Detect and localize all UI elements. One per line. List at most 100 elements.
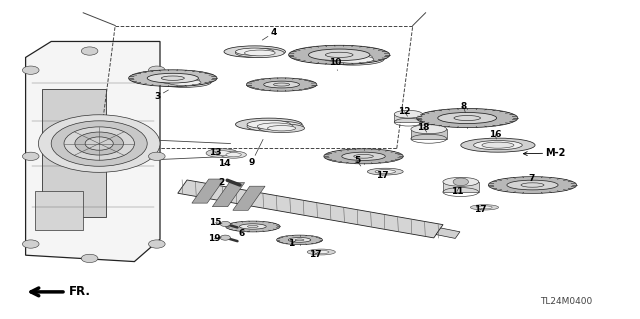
Ellipse shape bbox=[157, 77, 211, 87]
Text: 2: 2 bbox=[218, 178, 228, 187]
Ellipse shape bbox=[147, 74, 211, 86]
Ellipse shape bbox=[206, 149, 238, 158]
Ellipse shape bbox=[438, 113, 497, 123]
Circle shape bbox=[220, 235, 230, 240]
Ellipse shape bbox=[159, 77, 200, 84]
Ellipse shape bbox=[239, 224, 266, 229]
Ellipse shape bbox=[161, 76, 184, 80]
Ellipse shape bbox=[288, 238, 311, 242]
Text: 9: 9 bbox=[248, 139, 263, 167]
Ellipse shape bbox=[521, 183, 544, 187]
Circle shape bbox=[220, 221, 230, 226]
Ellipse shape bbox=[244, 50, 275, 56]
Text: 17: 17 bbox=[474, 205, 486, 214]
Ellipse shape bbox=[64, 127, 134, 160]
Text: 17: 17 bbox=[376, 171, 389, 180]
Ellipse shape bbox=[333, 56, 374, 63]
Ellipse shape bbox=[470, 205, 499, 210]
FancyBboxPatch shape bbox=[35, 191, 83, 230]
Polygon shape bbox=[443, 182, 479, 192]
Polygon shape bbox=[192, 179, 224, 203]
Ellipse shape bbox=[394, 110, 422, 118]
Ellipse shape bbox=[308, 49, 370, 61]
Ellipse shape bbox=[375, 170, 396, 174]
Ellipse shape bbox=[247, 121, 303, 132]
Text: 16: 16 bbox=[489, 130, 502, 139]
Ellipse shape bbox=[354, 154, 373, 158]
Ellipse shape bbox=[461, 138, 535, 152]
Ellipse shape bbox=[168, 79, 201, 85]
Circle shape bbox=[148, 240, 165, 248]
Text: 3: 3 bbox=[154, 90, 168, 101]
Ellipse shape bbox=[454, 115, 481, 121]
Ellipse shape bbox=[236, 48, 284, 57]
Circle shape bbox=[81, 254, 98, 263]
Ellipse shape bbox=[507, 180, 558, 190]
Polygon shape bbox=[26, 41, 160, 262]
Ellipse shape bbox=[51, 121, 147, 166]
Ellipse shape bbox=[85, 137, 113, 150]
Ellipse shape bbox=[477, 206, 492, 209]
Ellipse shape bbox=[246, 78, 317, 91]
Text: 17: 17 bbox=[308, 250, 321, 259]
Text: 15: 15 bbox=[209, 218, 222, 227]
Polygon shape bbox=[394, 114, 422, 122]
Ellipse shape bbox=[264, 81, 300, 88]
Ellipse shape bbox=[236, 118, 302, 131]
Ellipse shape bbox=[221, 151, 246, 158]
Ellipse shape bbox=[213, 151, 231, 156]
Text: 18: 18 bbox=[417, 123, 430, 132]
Ellipse shape bbox=[248, 226, 258, 227]
Ellipse shape bbox=[289, 45, 390, 64]
Polygon shape bbox=[178, 180, 443, 238]
Ellipse shape bbox=[411, 125, 447, 134]
Ellipse shape bbox=[314, 250, 329, 254]
Polygon shape bbox=[233, 186, 265, 210]
Circle shape bbox=[81, 47, 98, 55]
Text: FR.: FR. bbox=[69, 286, 91, 298]
Ellipse shape bbox=[474, 141, 522, 150]
Text: 8: 8 bbox=[460, 102, 467, 113]
Ellipse shape bbox=[367, 168, 403, 175]
Text: 1: 1 bbox=[288, 239, 296, 248]
Text: 13: 13 bbox=[209, 148, 221, 157]
Ellipse shape bbox=[324, 149, 403, 164]
Ellipse shape bbox=[224, 46, 285, 57]
Text: 12: 12 bbox=[398, 107, 411, 116]
Text: 4: 4 bbox=[262, 28, 277, 40]
Ellipse shape bbox=[323, 54, 384, 65]
Ellipse shape bbox=[147, 73, 198, 83]
Ellipse shape bbox=[310, 50, 384, 64]
Polygon shape bbox=[212, 182, 244, 207]
Text: 6: 6 bbox=[238, 229, 250, 238]
Ellipse shape bbox=[38, 115, 160, 172]
Circle shape bbox=[22, 240, 39, 248]
Ellipse shape bbox=[488, 177, 577, 193]
Text: 10: 10 bbox=[328, 58, 341, 70]
Text: TL24M0400: TL24M0400 bbox=[540, 297, 593, 306]
Ellipse shape bbox=[295, 239, 304, 241]
Ellipse shape bbox=[129, 70, 217, 86]
Ellipse shape bbox=[342, 152, 385, 160]
Circle shape bbox=[453, 178, 468, 186]
Circle shape bbox=[22, 66, 39, 74]
Ellipse shape bbox=[226, 152, 241, 157]
Text: 11: 11 bbox=[451, 187, 463, 196]
Ellipse shape bbox=[268, 126, 296, 131]
Circle shape bbox=[22, 152, 39, 160]
Text: 14: 14 bbox=[218, 159, 230, 168]
Ellipse shape bbox=[247, 120, 291, 129]
Polygon shape bbox=[411, 129, 447, 139]
Ellipse shape bbox=[482, 142, 514, 148]
Text: 5: 5 bbox=[354, 156, 361, 166]
Ellipse shape bbox=[417, 108, 518, 128]
Ellipse shape bbox=[75, 132, 124, 155]
Ellipse shape bbox=[259, 124, 305, 133]
Polygon shape bbox=[42, 89, 106, 217]
Ellipse shape bbox=[325, 52, 353, 57]
Text: M-2: M-2 bbox=[524, 148, 566, 158]
Ellipse shape bbox=[276, 235, 323, 245]
Polygon shape bbox=[436, 228, 460, 238]
Ellipse shape bbox=[443, 177, 479, 186]
Text: 19: 19 bbox=[208, 234, 221, 243]
